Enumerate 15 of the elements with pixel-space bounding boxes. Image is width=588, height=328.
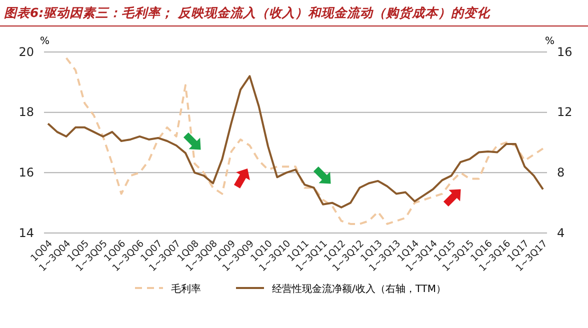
y2-tick-label: 4 [557, 226, 565, 240]
y-axis-title: % [40, 36, 50, 47]
y2-tick-label: 12 [557, 105, 572, 120]
y2-axis-title: % [545, 36, 555, 47]
y-tick-label: 18 [18, 105, 34, 120]
legend-label: 毛利率 [171, 283, 201, 295]
chart-title: 图表6:驱动因素三：毛利率； 反映现金流入（收入）和现金流动（购货成本）的变化 [4, 5, 492, 20]
y-tick-label: 16 [18, 166, 34, 180]
y-tick-label: 20 [18, 44, 34, 59]
line-series [47, 75, 544, 208]
y2-tick-label: 8 [557, 166, 565, 180]
line-series [65, 57, 544, 225]
legend-label: 经营性现金流净额/收入（右轴，TTM） [272, 283, 446, 295]
y-tick-label: 14 [18, 226, 34, 240]
y2-tick-label: 16 [557, 44, 572, 59]
